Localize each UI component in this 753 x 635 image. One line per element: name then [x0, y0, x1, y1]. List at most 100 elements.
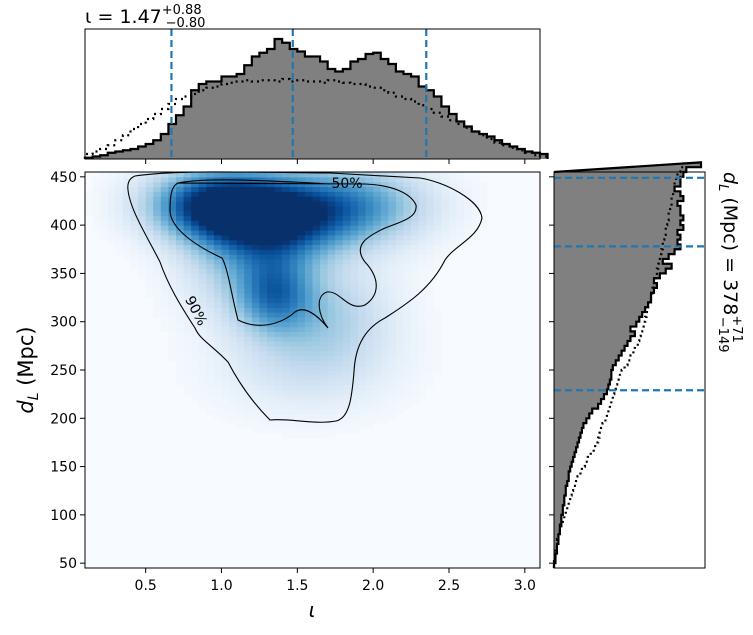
heatmap-cell [206, 229, 215, 236]
heatmap-cell [380, 263, 389, 270]
heatmap-cell [426, 360, 435, 366]
heatmap-cell [289, 297, 298, 303]
heatmap-cell [115, 229, 124, 236]
heatmap-cell [198, 210, 207, 217]
heatmap-cell [221, 244, 230, 250]
heatmap-cell [176, 181, 185, 188]
heatmap-cell [304, 321, 314, 328]
heatmap-cell [380, 297, 389, 303]
heatmap-cell [297, 278, 306, 284]
heatmap-cell [426, 258, 435, 265]
heatmap-cell [168, 258, 177, 265]
heatmap-cell [350, 398, 359, 405]
heatmap-cell [350, 302, 359, 308]
heatmap-cell [282, 403, 291, 410]
heatmap-cell [365, 244, 374, 250]
heatmap-cell [433, 196, 443, 202]
heatmap-cell [335, 234, 344, 241]
heatmap-cell [138, 186, 147, 192]
heatmap-cell [350, 413, 359, 419]
heatmap-cell [464, 200, 473, 207]
heatmap-cell [236, 370, 245, 376]
heatmap-cell [198, 365, 207, 371]
heatmap-cell [464, 181, 473, 188]
heatmap-cell [342, 427, 352, 434]
heatmap-cell [320, 408, 329, 415]
heatmap-cell [259, 215, 268, 221]
heatmap-cell [267, 394, 276, 400]
heatmap-cell [282, 355, 291, 361]
heatmap-cell [297, 398, 306, 405]
heatmap-cell [373, 200, 382, 207]
heatmap-cell [418, 355, 427, 361]
heatmap-cell [244, 374, 253, 381]
heatmap-cell [282, 365, 291, 371]
heatmap-cell [320, 239, 329, 246]
heatmap-cell [138, 191, 147, 197]
heatmap-cell [464, 191, 473, 197]
heatmap-cell [176, 336, 185, 342]
heatmap-cell [335, 316, 344, 323]
heatmap-cell [251, 229, 261, 236]
heatmap-cell [282, 239, 291, 246]
heatmap-cell [426, 239, 435, 246]
heatmap-cell [244, 278, 253, 284]
heatmap-cell [388, 258, 397, 265]
heatmap-cell [183, 341, 192, 347]
heatmap-cell [213, 297, 223, 303]
heatmap-cell [229, 350, 238, 357]
heatmap-cell [304, 403, 314, 410]
heatmap-cell [441, 225, 450, 231]
heatmap-cell [350, 263, 359, 270]
heatmap-cell [145, 244, 154, 250]
heatmap-cell [365, 355, 374, 361]
heatmap-cell [312, 418, 321, 424]
heatmap-cell [350, 210, 359, 217]
heatmap-cell [365, 384, 374, 390]
heatmap-cell [145, 258, 154, 265]
heatmap-cell [388, 326, 397, 332]
heatmap-cell [395, 355, 405, 361]
heatmap-cell [297, 205, 306, 212]
heatmap-cell [388, 350, 397, 357]
heatmap-cell [130, 258, 139, 265]
heatmap-cell [229, 384, 238, 390]
heatmap-cell [229, 196, 238, 202]
heatmap-cell [153, 200, 162, 207]
heatmap-cell [168, 350, 177, 357]
heatmap-cell [304, 341, 314, 347]
heatmap-cell [153, 283, 162, 289]
heatmap-cell [176, 302, 185, 308]
heatmap-cell [206, 278, 215, 284]
heatmap-cell [449, 239, 458, 246]
dL-posterior-histogram [552, 161, 703, 568]
heatmap-cell [327, 345, 336, 352]
main-x-ticks: 0.5 1.0 1.5 2.0 2.5 3.0 [135, 568, 536, 594]
heatmap-cell [160, 205, 170, 212]
heatmap-cell [198, 225, 207, 231]
heatmap-cell [267, 273, 276, 279]
heatmap-cell [373, 244, 382, 250]
heatmap-cell [191, 365, 200, 371]
heatmap-cell [335, 394, 344, 400]
heatmap-cell [198, 273, 207, 279]
heatmap-cell [312, 302, 321, 308]
heatmap-cell [411, 215, 420, 221]
heatmap-cell [342, 345, 352, 352]
heatmap-cell [168, 307, 177, 313]
heatmap-cell [327, 268, 336, 275]
x-tick-label: 2.5 [438, 578, 460, 594]
heatmap-cell [365, 254, 374, 260]
heatmap-cell [206, 273, 215, 279]
heatmap-cell [100, 205, 109, 212]
heatmap-cell [191, 263, 200, 270]
heatmap-cell [236, 234, 245, 241]
heatmap-cell [130, 254, 139, 260]
heatmap-cell [335, 384, 344, 390]
heatmap-cell [335, 229, 344, 236]
heatmap-cell [160, 326, 170, 332]
heatmap-cell [335, 225, 344, 231]
heatmap-cell [100, 191, 109, 197]
heatmap-cell [433, 220, 443, 226]
